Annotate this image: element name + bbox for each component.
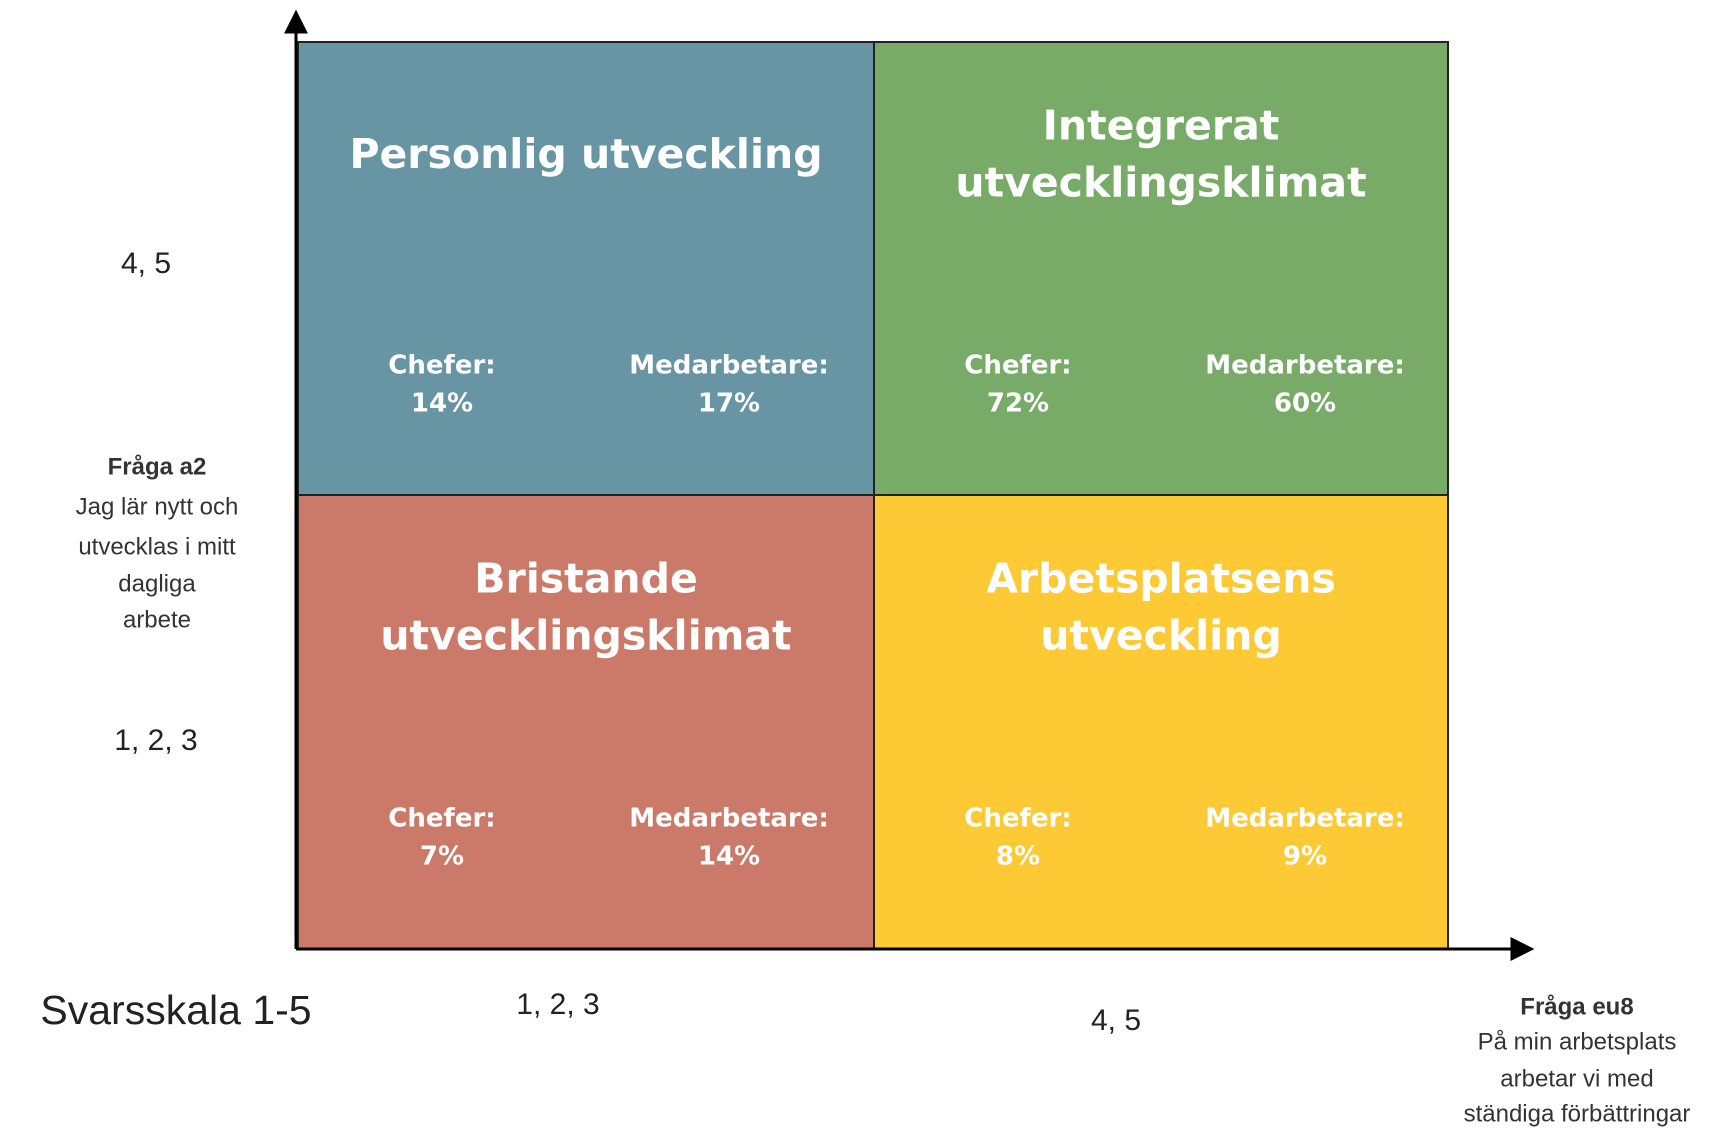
y-description-line: arbete (123, 606, 191, 633)
group-label: Chefer: (388, 351, 495, 381)
quadrant (297, 494, 875, 950)
x-description-line: arbetar vi med (1500, 1065, 1653, 1092)
x-low: 1, 2, 3 (516, 988, 599, 1021)
y-description-line: Jag lär nytt och (76, 493, 239, 520)
group-label: Medarbetare: (1205, 351, 1405, 381)
y-description: Jag lär nytt och utvecklas i mitt dagliga a… (76, 493, 239, 633)
x-description-line: På min arbetsplats (1478, 1028, 1677, 1055)
quadrant-title: Arbetsplatsens (986, 555, 1336, 603)
y-description-line: utvecklas i mitt (78, 533, 236, 560)
quadrant (297, 41, 875, 496)
group-value: 14% (411, 389, 473, 419)
y-description-line: dagliga (118, 570, 196, 597)
quadrant (873, 494, 1449, 950)
quadrants: Personlig utveckling Chefer: 14% Medarbetar… (297, 41, 1449, 950)
x-description: På min arbetsplats arbetar vi med ständiga… (1464, 1028, 1691, 1127)
y-low: 1, 2, 3 (114, 724, 197, 757)
group-value: 17% (698, 389, 760, 419)
x-high: 4, 5 (1091, 1004, 1141, 1037)
y-high: 4, 5 (121, 247, 171, 280)
x-question: Fråga eu8 (1520, 993, 1633, 1020)
group-value: 60% (1274, 389, 1336, 419)
scale-label: Svarsskala 1-5 (40, 987, 311, 1033)
group-label: Medarbetare: (629, 804, 829, 834)
group-value: 7% (420, 842, 464, 872)
group-value: 72% (987, 389, 1049, 419)
quadrant-title: Personlig utveckling (349, 130, 822, 178)
group-label: Chefer: (964, 804, 1071, 834)
quadrant-title: Bristande (474, 555, 698, 603)
y-question: Fråga a2 (108, 453, 207, 480)
quadrant-title: utvecklingsklimat (955, 159, 1366, 207)
group-value: 9% (1283, 842, 1327, 872)
quadrant-title: Integrerat (1043, 102, 1280, 150)
group-value: 8% (996, 842, 1040, 872)
quadrant-title: utvecklingsklimat (380, 612, 791, 660)
x-description-line: ständiga förbättringar (1464, 1100, 1691, 1127)
quadrant (873, 41, 1449, 496)
group-label: Chefer: (964, 351, 1071, 381)
group-label: Chefer: (388, 804, 495, 834)
group-label: Medarbetare: (629, 351, 829, 381)
quadrant-title: utveckling (1040, 612, 1282, 660)
group-label: Medarbetare: (1205, 804, 1405, 834)
group-value: 14% (698, 842, 760, 872)
